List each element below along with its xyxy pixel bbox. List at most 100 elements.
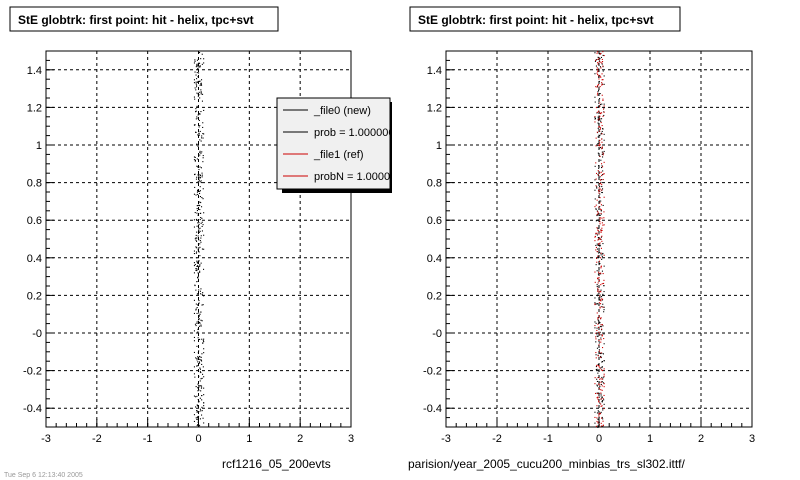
scatter-point: [194, 60, 196, 62]
scatter-point: [197, 293, 199, 295]
scatter-point: [598, 76, 600, 78]
scatter-point: [599, 333, 601, 335]
scatter-point: [199, 113, 201, 115]
scatter-point: [193, 272, 195, 274]
scatter-point: [602, 243, 604, 245]
scatter-point: [603, 394, 605, 396]
scatter-point: [195, 406, 197, 408]
scatter-point: [201, 174, 203, 176]
scatter-point: [601, 175, 603, 177]
scatter-point: [599, 218, 601, 220]
scatter-point: [598, 331, 600, 333]
y-tick-label: -0.2: [423, 366, 442, 378]
scatter-point: [602, 303, 604, 305]
left-title-box: [9, 6, 279, 32]
scatter-point: [601, 352, 603, 354]
scatter-point: [599, 296, 601, 298]
scatter-point: [595, 332, 597, 334]
scatter-point: [598, 200, 600, 202]
scatter-point: [594, 416, 596, 418]
scatter-point: [599, 245, 601, 247]
scatter-point: [601, 148, 603, 150]
scatter-point: [600, 56, 602, 58]
scatter-point: [599, 119, 601, 121]
scatter-point: [597, 364, 599, 366]
scatter-point: [597, 425, 599, 427]
scatter-point: [195, 194, 197, 196]
scatter-point: [603, 265, 605, 267]
scatter-point: [197, 399, 199, 401]
scatter-point: [200, 82, 202, 84]
scatter-point: [598, 165, 600, 167]
scatter-point: [600, 236, 602, 238]
scatter-point: [599, 322, 601, 324]
scatter-point: [197, 265, 199, 267]
scatter-point: [601, 179, 603, 181]
scatter-point: [197, 418, 199, 420]
scatter-point: [196, 261, 198, 263]
scatter-point: [603, 309, 605, 311]
scatter-point: [198, 251, 200, 253]
scatter-point: [596, 52, 598, 54]
scatter-point: [196, 208, 198, 210]
scatter-point: [600, 266, 602, 268]
scatter-point: [597, 290, 599, 292]
scatter-point: [597, 255, 599, 257]
scatter-point: [199, 240, 201, 242]
scatter-point: [202, 155, 204, 157]
scatter-point: [598, 167, 600, 169]
scatter-point: [596, 303, 598, 305]
scatter-point: [601, 63, 603, 65]
scatter-point: [598, 339, 600, 341]
scatter-point: [594, 206, 596, 208]
scatter-point: [601, 381, 603, 383]
scatter-point: [200, 111, 202, 113]
scatter-point: [600, 381, 602, 383]
legend-clip-mask: [392, 95, 410, 205]
scatter-point: [196, 251, 198, 253]
scatter-point: [197, 390, 199, 392]
scatter-point: [198, 358, 200, 360]
scatter-point: [595, 65, 597, 67]
scatter-point: [598, 147, 600, 149]
scatter-point: [600, 422, 602, 424]
scatter-point: [199, 426, 201, 428]
scatter-point: [196, 86, 198, 88]
scatter-point: [203, 234, 205, 236]
scatter-point: [597, 426, 599, 428]
scatter-point: [201, 410, 203, 412]
scatter-point: [599, 221, 601, 223]
y-tick-label: 0.6: [27, 215, 42, 227]
scatter-point: [600, 120, 602, 122]
scatter-point: [198, 314, 200, 316]
scatter-point: [201, 151, 203, 153]
legend-entry-label: _file1 (ref): [313, 149, 364, 161]
scatter-point: [594, 235, 596, 237]
scatter-point: [597, 116, 599, 118]
scatter-point: [198, 224, 200, 226]
scatter-point: [595, 220, 597, 222]
scatter-point: [196, 260, 198, 262]
scatter-point: [199, 371, 201, 373]
scatter-point: [196, 307, 198, 309]
scatter-point: [200, 89, 202, 91]
scatter-point: [603, 282, 605, 284]
scatter-point: [200, 378, 202, 380]
scatter-point: [597, 152, 599, 154]
y-tick-label: 0.4: [27, 253, 42, 265]
scatter-point: [196, 365, 198, 367]
scatter-point: [203, 295, 205, 297]
scatter-point: [597, 63, 599, 65]
legend-entry-label: _file0 (new): [313, 105, 371, 117]
scatter-point: [200, 359, 202, 361]
scatter-point: [597, 51, 599, 53]
scatter-point: [195, 110, 197, 112]
scatter-point: [194, 323, 196, 325]
scatter-point: [201, 63, 203, 65]
scatter-point: [601, 255, 603, 257]
scatter-point: [195, 89, 197, 91]
scatter-point: [598, 124, 600, 126]
scatter-point: [600, 182, 602, 184]
scatter-point: [193, 373, 195, 375]
scatter-point: [602, 128, 604, 130]
